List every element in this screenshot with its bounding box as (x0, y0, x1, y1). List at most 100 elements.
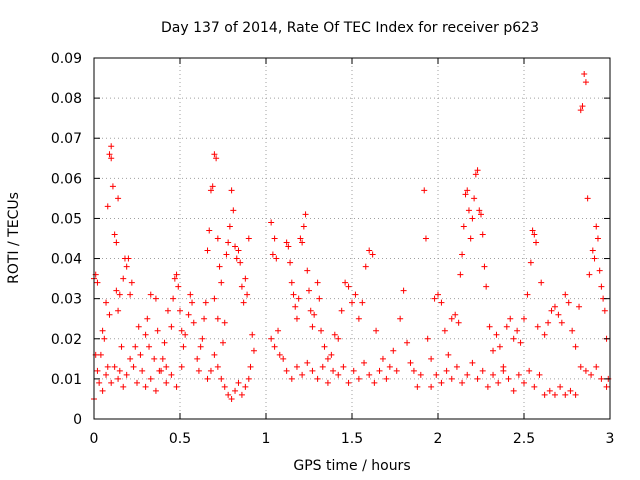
data-point (531, 383, 538, 390)
data-point (577, 363, 584, 370)
data-point (538, 279, 545, 286)
data-point (349, 299, 355, 306)
data-point (586, 271, 593, 278)
data-point (244, 291, 251, 298)
data-point (379, 355, 386, 362)
data-point (104, 203, 111, 210)
data-point (453, 363, 460, 370)
data-point (545, 319, 552, 326)
data-point (242, 275, 249, 282)
data-point (514, 327, 521, 334)
data-point (596, 267, 603, 274)
data-point (299, 239, 306, 246)
data-point (204, 247, 211, 254)
data-point (517, 339, 524, 346)
data-point (242, 383, 249, 390)
data-point (579, 103, 586, 110)
data-point (299, 371, 306, 378)
data-point (290, 291, 297, 298)
data-point (177, 307, 183, 314)
data-point (293, 363, 300, 370)
data-point (306, 287, 312, 294)
data-point (350, 367, 357, 374)
data-point (404, 339, 411, 346)
data-point (147, 375, 154, 382)
data-point (144, 315, 151, 322)
data-point (99, 387, 106, 394)
data-point (562, 391, 569, 398)
data-point (309, 367, 316, 374)
data-point (228, 187, 235, 194)
data-point (207, 187, 214, 194)
data-point (109, 183, 116, 190)
data-point (400, 287, 407, 294)
y-tick-label: 0.05 (51, 211, 82, 227)
data-point (232, 243, 239, 250)
data-point (352, 291, 359, 298)
data-point (598, 375, 605, 382)
data-point (158, 367, 165, 374)
data-point (495, 379, 502, 386)
y-axis-label: ROTI / TECUs (6, 192, 22, 284)
data-point (221, 319, 228, 326)
data-point (309, 323, 316, 330)
data-point (471, 195, 478, 202)
data-point (295, 295, 302, 302)
data-point (135, 323, 142, 330)
data-point (476, 207, 483, 214)
data-point (311, 311, 318, 318)
data-point (541, 331, 548, 338)
data-point (601, 307, 608, 314)
data-point (486, 323, 493, 330)
data-point (603, 383, 610, 390)
data-point (330, 367, 337, 374)
data-point (331, 331, 338, 338)
data-point (582, 79, 589, 86)
data-point (209, 183, 216, 190)
y-tick-label: 0.04 (51, 252, 82, 268)
data-point (581, 71, 588, 78)
data-point (465, 207, 472, 214)
data-point (228, 395, 235, 402)
data-point (584, 195, 591, 202)
data-point (226, 223, 233, 230)
data-point (376, 367, 383, 374)
data-point (469, 215, 476, 222)
data-point (484, 383, 491, 390)
data-point (598, 283, 605, 290)
data-point (108, 155, 115, 162)
data-point (562, 291, 569, 298)
data-point (108, 143, 115, 150)
data-point (505, 375, 512, 382)
data-point (316, 295, 323, 302)
data-point (213, 155, 220, 162)
data-point (355, 315, 362, 322)
data-point (474, 375, 481, 382)
data-point (369, 251, 376, 258)
data-point (94, 279, 101, 286)
x-tick-label: 2 (434, 431, 443, 447)
data-point (345, 283, 352, 290)
data-point (199, 335, 206, 342)
x-tick-label: 0.5 (169, 431, 191, 447)
data-point (137, 351, 144, 358)
data-point (127, 291, 134, 298)
data-point (371, 379, 378, 386)
data-point (459, 379, 466, 386)
data-point (328, 351, 335, 358)
data-point (521, 315, 527, 322)
data-point (159, 355, 166, 362)
data-point (94, 367, 101, 374)
data-point (428, 355, 435, 362)
data-point (593, 363, 600, 370)
data-point (152, 295, 159, 302)
data-point (307, 307, 314, 314)
data-point (171, 275, 178, 282)
data-point (111, 363, 118, 370)
data-point (134, 379, 140, 386)
data-point (534, 323, 541, 330)
data-point (202, 299, 209, 306)
data-point (557, 383, 564, 390)
data-point (164, 307, 171, 314)
